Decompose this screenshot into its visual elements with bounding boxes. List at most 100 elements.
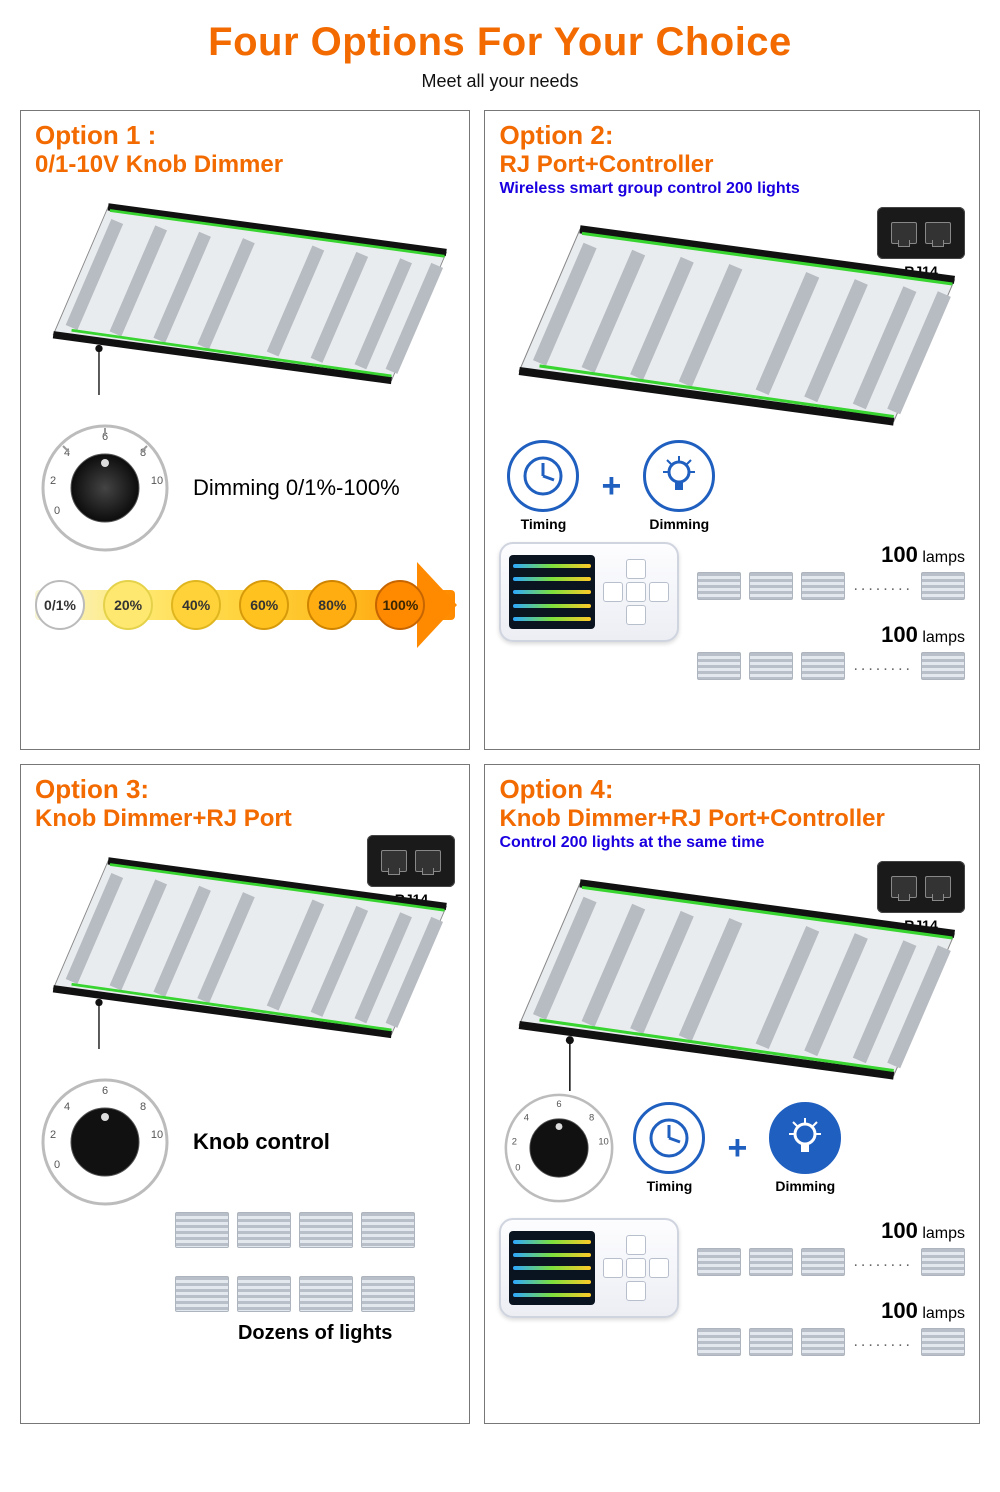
ellipsis: ........ <box>853 1333 913 1351</box>
page: Four Options For Your Choice Meet all yo… <box>0 0 1000 1454</box>
lamp-chain: ........ <box>697 652 965 680</box>
dimming-icon-wrap: Dimming <box>643 440 715 532</box>
svg-text:0: 0 <box>54 505 60 517</box>
clock-icon <box>507 440 579 512</box>
timing-label: Timing <box>507 516 579 532</box>
lamp-chain: ........ <box>697 1328 965 1356</box>
led-panel-illustration <box>35 838 455 1068</box>
option-4-subtitle: Knob Dimmer+RJ Port+Controller <box>499 805 965 833</box>
svg-text:4: 4 <box>64 1101 70 1113</box>
lamp-icon <box>175 1276 229 1312</box>
dimming-icon-wrap: Dimming <box>769 1102 841 1194</box>
lamp-chains: 100 lamps ........ 100 lamps <box>697 1218 965 1356</box>
lamp-word: lamps <box>922 1225 965 1242</box>
lamp-count-row: 100 lamps <box>697 542 965 568</box>
brightness-step: 20% <box>103 580 153 630</box>
lamp-icon <box>801 1328 845 1356</box>
option-3-label: Option 3: <box>35 775 455 805</box>
led-panel-illustration <box>35 184 455 414</box>
brightness-steps: 0/1% 20% 40% 60% 80% 100% <box>35 580 425 630</box>
lamp-chain: ........ <box>697 1248 965 1276</box>
knob-icon: 02 46 810 <box>35 1072 175 1212</box>
lamp-count: 100 <box>881 542 918 567</box>
lamp-icon <box>299 1276 353 1312</box>
hero: Four Options For Your Choice Meet all yo… <box>20 20 980 92</box>
bulb-icon <box>643 440 715 512</box>
lamp-icon <box>749 572 793 600</box>
option-1-label: Option 1 : <box>35 121 455 151</box>
lamp-word: lamps <box>922 629 965 646</box>
svg-text:6: 6 <box>557 1098 562 1109</box>
lamp-chains: Dozens of lights <box>175 1212 455 1345</box>
svg-text:10: 10 <box>151 1129 163 1141</box>
lamp-icon <box>697 572 741 600</box>
lamp-icon <box>749 652 793 680</box>
lamp-icon <box>921 572 965 600</box>
svg-text:6: 6 <box>102 1085 108 1097</box>
lamp-icon <box>749 1248 793 1276</box>
brightness-step: 40% <box>171 580 221 630</box>
option-2-subtitle: RJ Port+Controller <box>499 151 965 179</box>
bulb-icon <box>769 1102 841 1174</box>
hero-title: Four Options For Your Choice <box>20 20 980 65</box>
lamp-count-row: 100 lamps <box>697 1218 965 1244</box>
lamp-icon <box>801 652 845 680</box>
lamp-icon <box>237 1212 291 1248</box>
knob-text: Knob control <box>193 1129 330 1155</box>
brightness-step: 100% <box>375 580 425 630</box>
knob-text: Dimming 0/1%-100% <box>193 475 400 501</box>
timing-dimming-row: Timing + Dimming <box>507 440 965 532</box>
lamp-count-row: 100 lamps <box>697 1298 965 1324</box>
knob-icon: 02 46 810 <box>499 1088 619 1208</box>
controller-box <box>499 1218 679 1318</box>
svg-text:2: 2 <box>512 1136 517 1147</box>
lamp-icon <box>175 1212 229 1248</box>
led-panel-icon <box>35 838 455 1048</box>
dozens-label: Dozens of lights <box>175 1322 455 1345</box>
lamp-icon <box>801 572 845 600</box>
svg-text:10: 10 <box>151 475 163 487</box>
knob-block: 02 46 810 Knob control <box>35 1072 455 1212</box>
timing-dimming-row: Timing + Dimming <box>633 1102 841 1194</box>
brightness-bar: 0/1% 20% 40% 60% 80% 100% <box>35 576 455 634</box>
hero-subtitle: Meet all your needs <box>20 71 980 92</box>
lamp-chain <box>175 1212 455 1248</box>
lamp-icon <box>697 1328 741 1356</box>
option-4-card: Option 4: Knob Dimmer+RJ Port+Controller… <box>484 764 980 1424</box>
option-2-label: Option 2: <box>499 121 965 151</box>
lamp-icon <box>361 1212 415 1248</box>
lamp-chains: 100 lamps ........ 100 lamps <box>697 542 965 680</box>
lamp-icon <box>921 1248 965 1276</box>
option-4-blue: Control 200 lights at the same time <box>499 834 965 852</box>
lamp-icon <box>697 1248 741 1276</box>
option-3-subtitle: Knob Dimmer+RJ Port <box>35 805 455 833</box>
led-panel-illustration <box>499 858 965 1088</box>
lamp-icon <box>921 1328 965 1356</box>
lamp-icon <box>237 1276 291 1312</box>
dimming-label: Dimming <box>643 516 715 532</box>
option-1-subtitle: 0/1-10V Knob Dimmer <box>35 151 455 179</box>
plus-icon: + <box>601 467 621 506</box>
lamp-count: 100 <box>881 1218 918 1243</box>
timing-icon-wrap: Timing <box>633 1102 705 1194</box>
controller-icon <box>499 1218 679 1318</box>
svg-text:8: 8 <box>589 1112 594 1123</box>
svg-text:2: 2 <box>50 475 56 487</box>
controller-box <box>499 542 679 642</box>
lamp-count: 100 <box>881 1298 918 1323</box>
svg-text:0: 0 <box>54 1159 60 1171</box>
lamp-chain: ........ <box>697 572 965 600</box>
dimming-label: Dimming <box>769 1178 841 1194</box>
svg-text:0: 0 <box>516 1162 521 1173</box>
knob-block: 02 46 810 Dimming 0/1%-100% <box>35 418 455 558</box>
lamp-icon <box>801 1248 845 1276</box>
lamp-icon <box>697 652 741 680</box>
option-1-card: Option 1 : 0/1-10V Knob Dimmer <box>20 110 470 750</box>
controller-icon <box>499 542 679 642</box>
led-panel-icon <box>499 204 965 437</box>
led-panel-icon <box>499 858 965 1091</box>
svg-text:8: 8 <box>140 1101 146 1113</box>
knob-icon: 02 46 810 <box>35 418 175 558</box>
option-2-blue: Wireless smart group control 200 lights <box>499 180 965 198</box>
lamp-icon <box>361 1276 415 1312</box>
